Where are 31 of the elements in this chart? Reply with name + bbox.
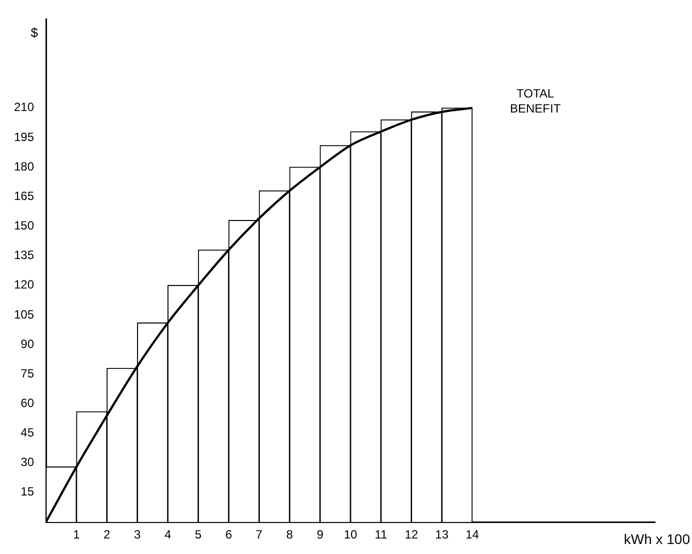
y-tick-label: 105 [14,307,34,322]
y-axis-title: $ [30,24,39,40]
x-tick-label: 2 [104,528,111,542]
y-tick-label: 90 [20,336,34,351]
x-tick-label: 7 [256,528,263,542]
x-tick-label: 11 [374,528,388,542]
y-tick-label: 120 [14,278,34,292]
y-tick-label: 165 [14,188,34,203]
x-axis-title: kWh x 100 [624,530,690,547]
y-tick-label: 195 [14,130,34,144]
y-tick-label: 75 [20,366,34,380]
y-tick-label: 45 [20,426,34,440]
y-tick-label: 60 [20,396,34,410]
x-tick-label: 1 [73,528,80,542]
y-tick-label: 180 [14,159,34,174]
x-tick-label: 9 [316,528,324,542]
y-tick-label: 135 [14,248,34,262]
x-tick-label: 13 [435,528,449,542]
x-tick-label: 10 [344,528,358,542]
x-tick-label: 14 [466,528,480,542]
x-tick-label: 8 [286,528,294,542]
x-tick-label: 3 [134,528,142,542]
x-tick-label: 5 [194,528,202,542]
annotation: TOTAL BENEFIT [510,86,562,116]
x-tick-label: 6 [225,528,232,542]
y-tick-label: 30 [20,455,34,470]
x-tick-label: 12 [404,528,418,542]
x-tick-label: 4 [164,528,172,542]
y-tick-label: 15 [20,484,34,499]
y-tick-label: 150 [14,218,34,233]
y-tick-label: 210 [14,100,34,114]
